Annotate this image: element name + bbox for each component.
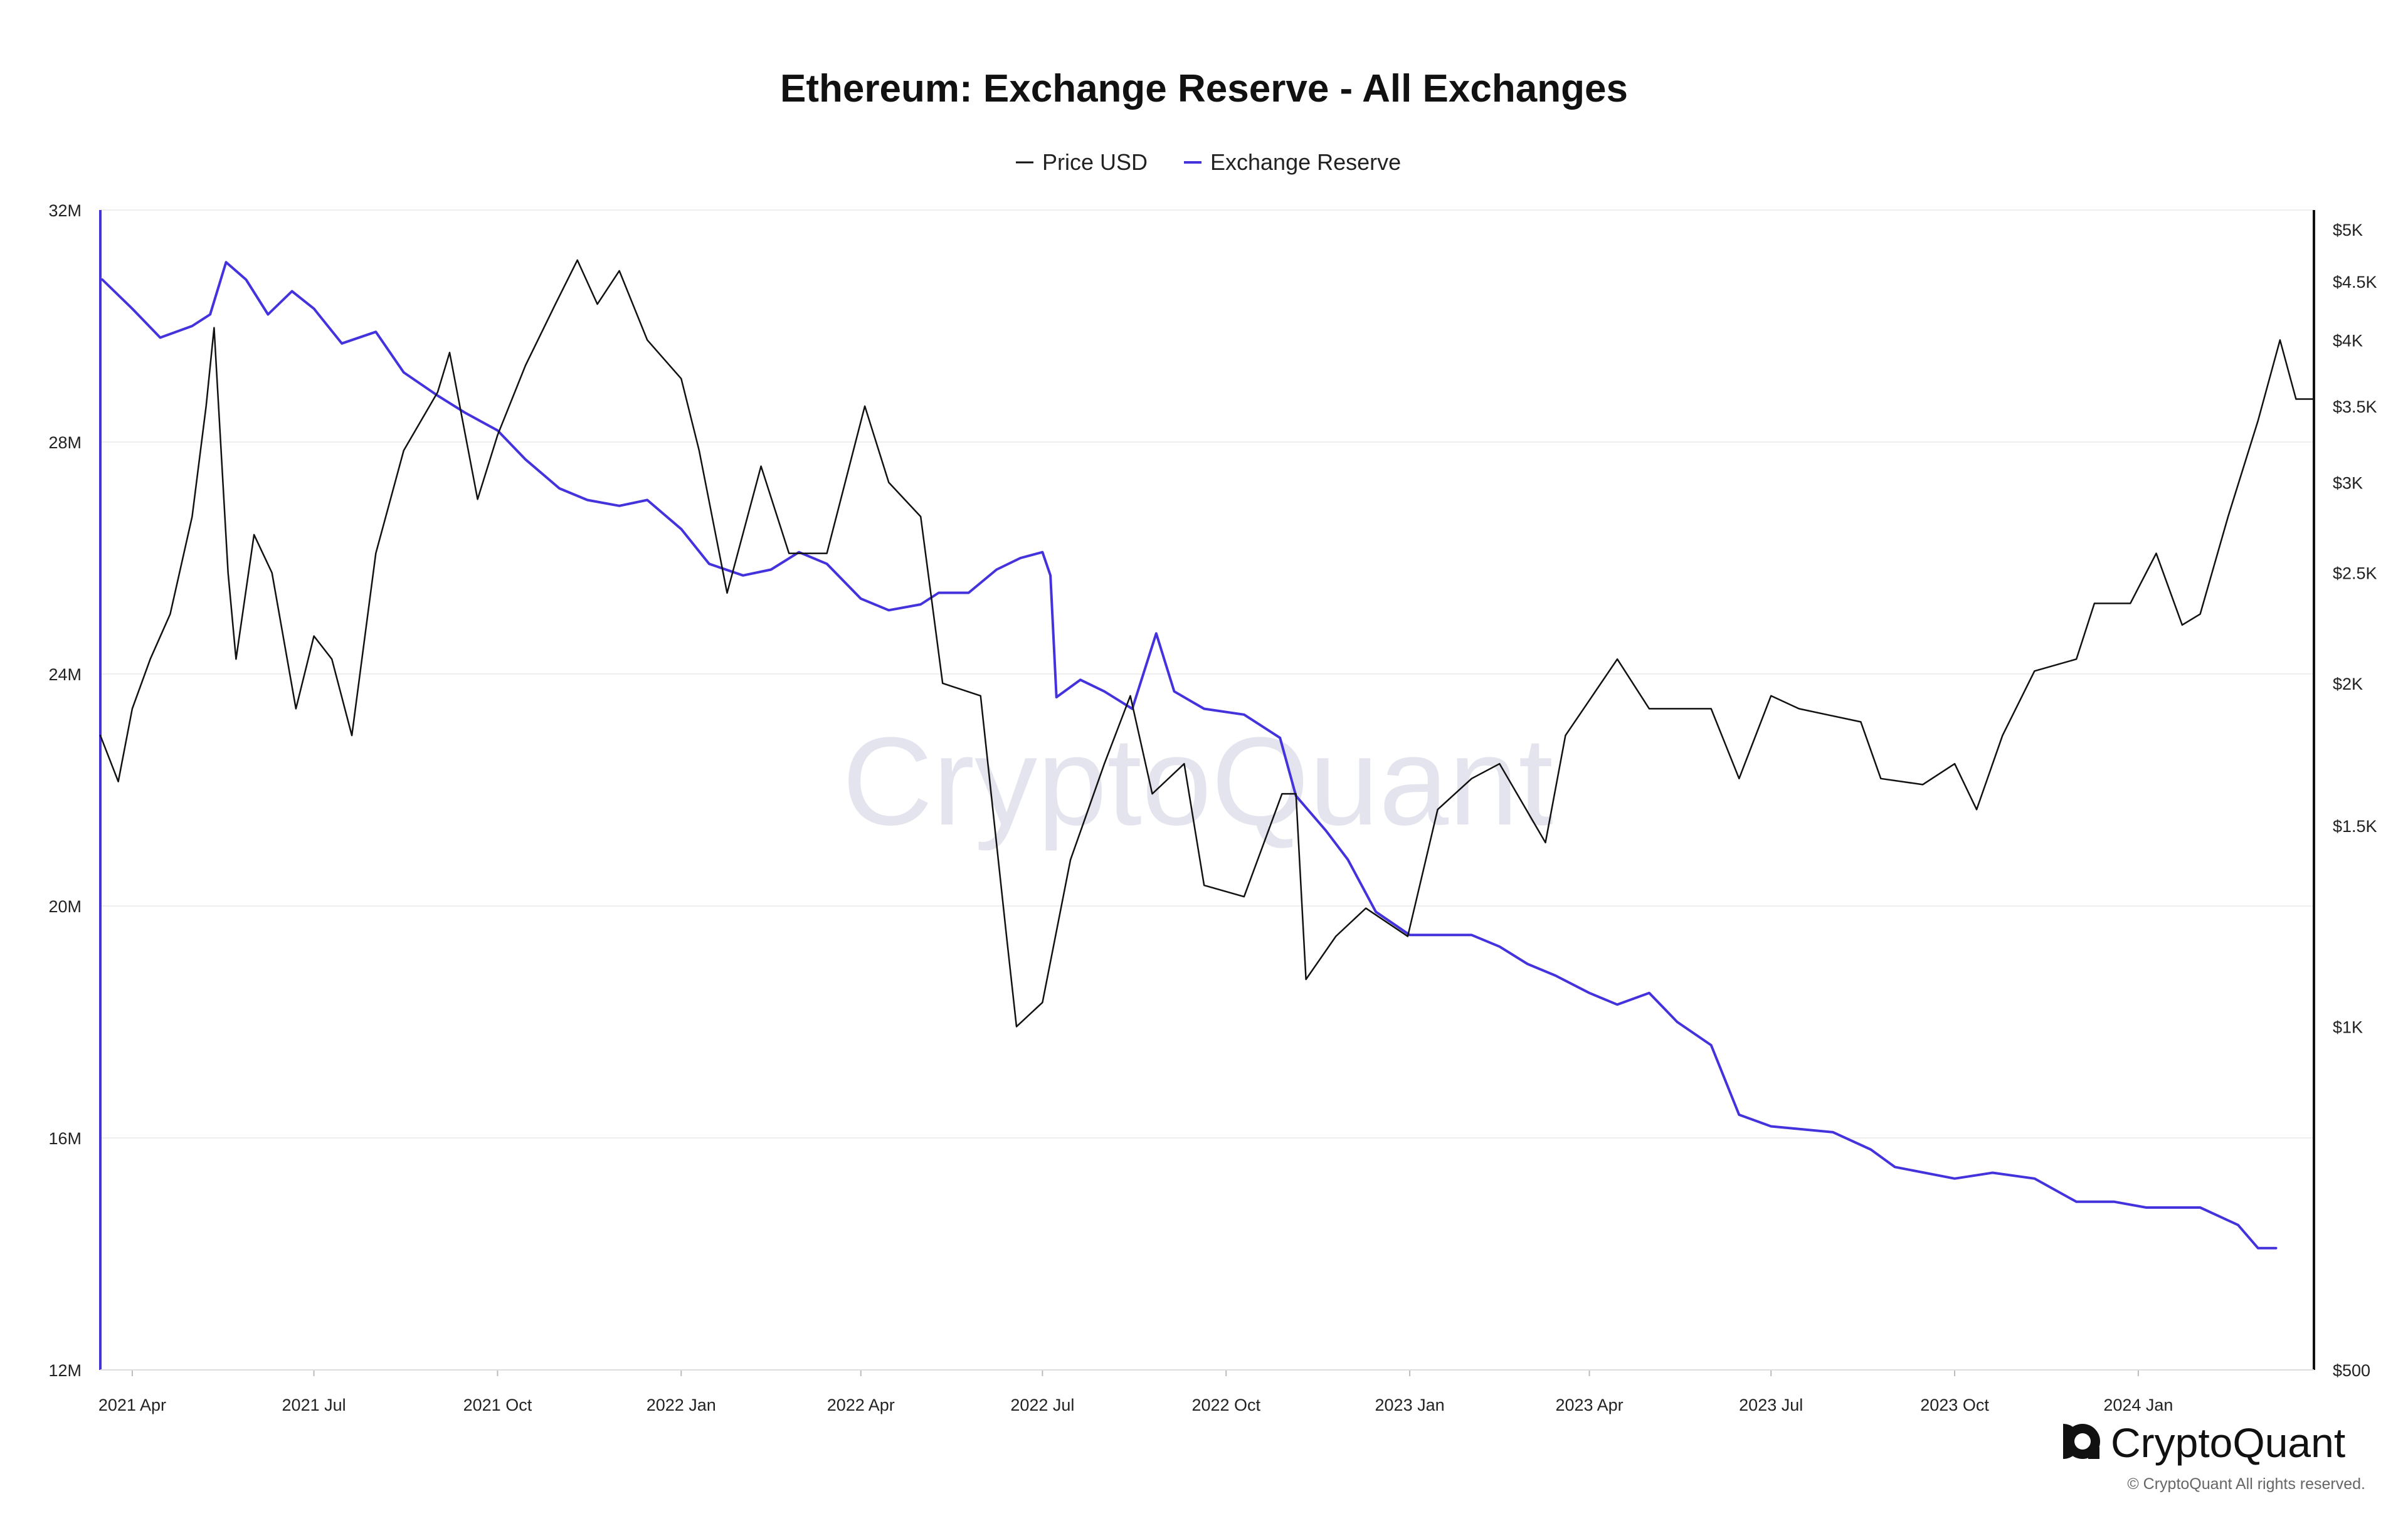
- y-left-tick-16M: 16M: [48, 1129, 82, 1148]
- x-tick-2023 Jan: 2023 Jan: [1375, 1396, 1445, 1414]
- y-right-tick-$2K: $2K: [2333, 675, 2363, 693]
- x-tick-2022 Jul: 2022 Jul: [1010, 1396, 1074, 1414]
- x-tick-2021 Apr: 2021 Apr: [98, 1396, 166, 1414]
- y-right-tick-$4K: $4K: [2333, 331, 2363, 350]
- copyright: © CryptoQuant All rights reserved.: [2127, 1475, 2365, 1493]
- legend-item-price[interactable]: Price USD: [1016, 149, 1148, 175]
- watermark: CryptoQuant: [842, 712, 1553, 851]
- x-tick-2021 Oct: 2021 Oct: [463, 1396, 532, 1414]
- y-left-tick-24M: 24M: [48, 665, 82, 684]
- x-tick-2023 Oct: 2023 Oct: [1920, 1396, 1989, 1414]
- axes: 12M 16M 20M 24M 28M 32M $500 $1K $1.5K $2K $2.5K $3…: [48, 201, 2377, 1414]
- y-left-tick-32M: 32M: [48, 201, 82, 220]
- series-line-price-usd: [99, 259, 2315, 1028]
- y-right-tick-$5K: $5K: [2333, 221, 2363, 240]
- legend-label-reserve: Exchange Reserve: [1210, 149, 1401, 175]
- y-right-tick-$1K: $1K: [2333, 1018, 2363, 1036]
- x-tick-2024 Jan: 2024 Jan: [2103, 1396, 2173, 1414]
- x-tick-2022 Jan: 2022 Jan: [647, 1396, 716, 1414]
- y-left-tick-12M: 12M: [48, 1361, 82, 1380]
- series: [99, 259, 2315, 1250]
- brand-name: CryptoQuant: [2111, 1419, 2345, 1466]
- x-tick-2021 Jul: 2021 Jul: [282, 1396, 346, 1414]
- y-right-tick-$3K: $3K: [2333, 474, 2363, 493]
- x-tick-2022 Apr: 2022 Apr: [827, 1396, 895, 1414]
- y-left-tick-28M: 28M: [48, 433, 82, 452]
- legend-item-reserve[interactable]: Exchange Reserve: [1184, 149, 1401, 175]
- legend: Price USD Exchange Reserve: [1016, 149, 1401, 175]
- y-right-tick-$3.5K: $3.5K: [2333, 397, 2377, 416]
- y-right-tick-$4.5K: $4.5K: [2333, 273, 2377, 292]
- legend-label-price: Price USD: [1042, 149, 1148, 175]
- x-tick-2023 Jul: 2023 Jul: [1739, 1396, 1803, 1414]
- y-left-tick-20M: 20M: [48, 897, 82, 916]
- y-right-tick-$1.5K: $1.5K: [2333, 817, 2377, 836]
- x-tick-2023 Apr: 2023 Apr: [1556, 1396, 1624, 1414]
- cryptoquant-logo-icon: [2063, 1424, 2100, 1459]
- series-line-exchange-reserve: [101, 261, 2278, 1250]
- brand-logo: CryptoQuant: [2063, 1419, 2345, 1466]
- y-right-tick-$500: $500: [2333, 1361, 2370, 1380]
- chart-title: Ethereum: Exchange Reserve - All Exchang…: [780, 67, 1628, 110]
- y-right-tick-$2.5K: $2.5K: [2333, 564, 2377, 583]
- x-tick-2022 Oct: 2022 Oct: [1191, 1396, 1260, 1414]
